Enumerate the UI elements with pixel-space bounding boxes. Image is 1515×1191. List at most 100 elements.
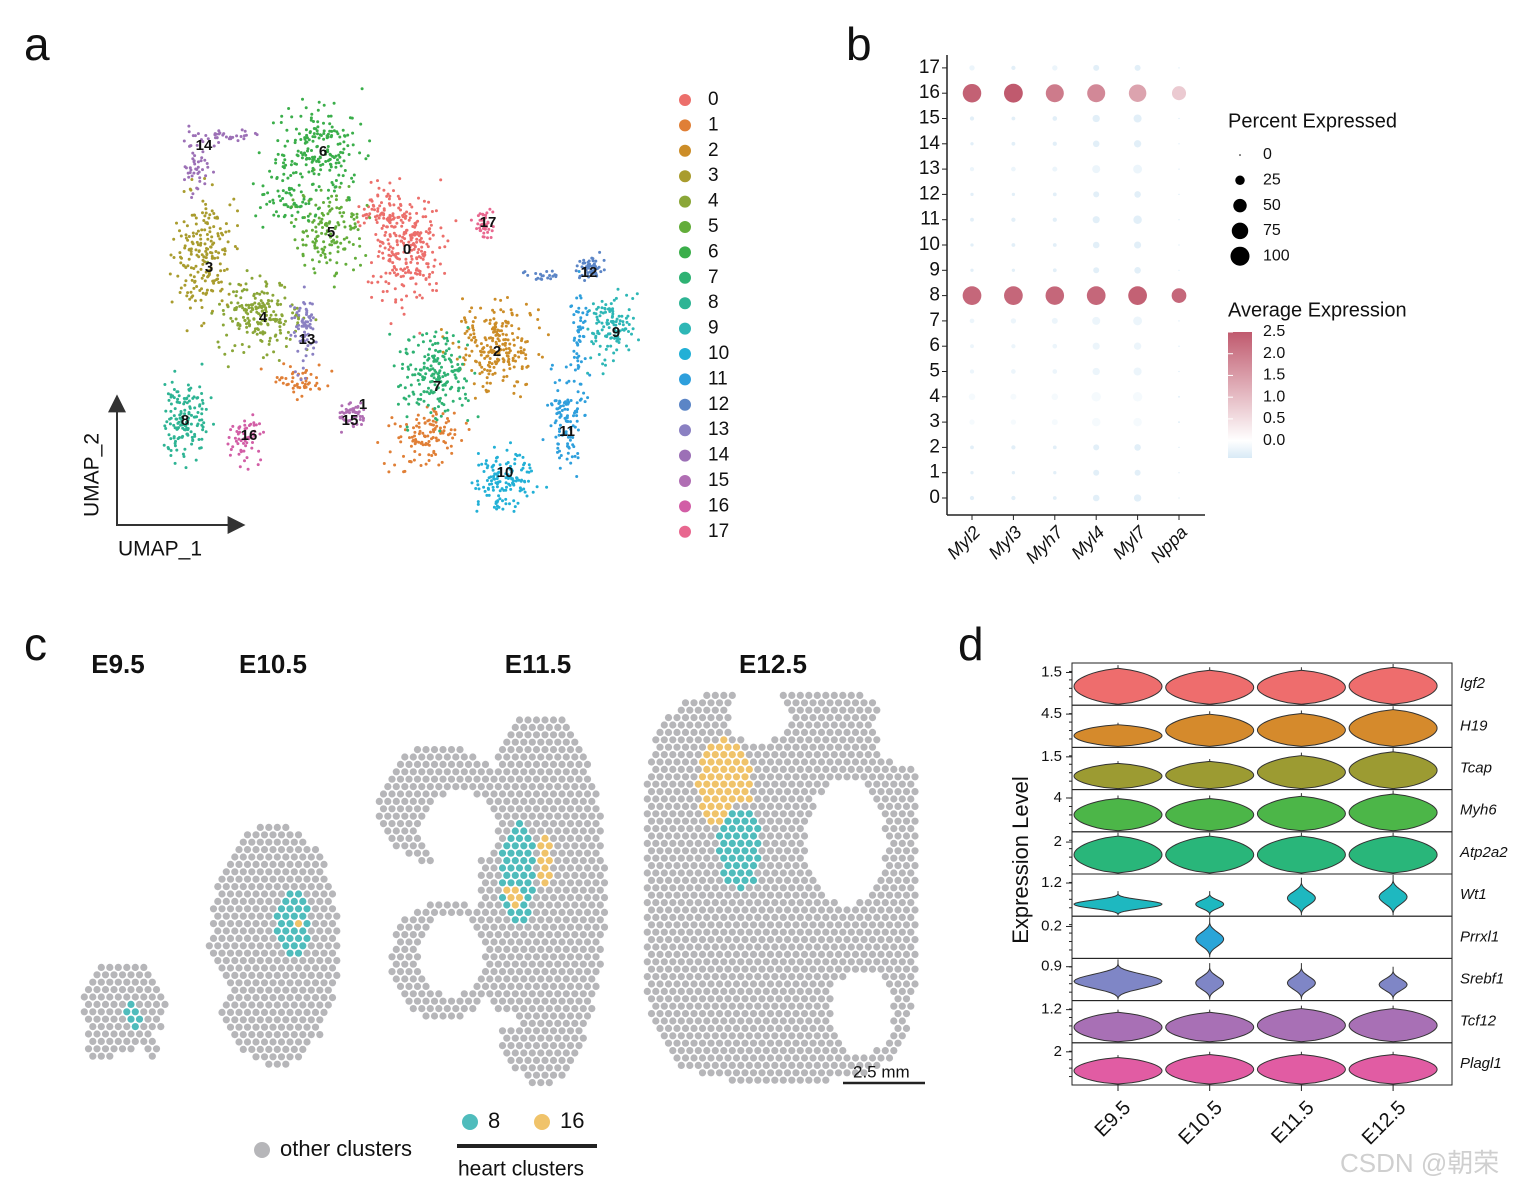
cell-point [599,310,603,314]
cell-point [194,222,198,226]
spot [248,1016,256,1024]
cell-point [299,190,303,194]
cell-point [271,121,275,125]
y-tick-label: 10 [919,234,940,255]
spot [732,832,741,840]
cell-point [505,448,509,452]
cell-point [324,152,327,156]
cell-point [263,331,267,335]
cell-point [247,424,251,427]
spot [405,805,413,813]
spot [524,820,532,828]
spot [405,923,413,931]
spot [775,758,783,766]
cell-point [504,481,508,485]
legend-dot [679,144,691,157]
spot [447,760,456,769]
cell-point [569,427,572,431]
cell-point [482,231,486,235]
spot [647,758,656,766]
colorbar-tick-label: 1.0 [1263,388,1285,405]
spot [422,1012,430,1020]
legend-dot [679,475,691,487]
cell-point [246,467,250,471]
cell-point [208,226,212,230]
spot [532,760,541,769]
cell-point [311,327,315,331]
spot [161,1000,169,1009]
spot [745,825,753,833]
spot [652,839,660,848]
spot [447,746,456,754]
spot [549,923,558,931]
spot [860,714,868,722]
spot [515,1056,524,1064]
spot [311,994,320,1002]
cell-point [185,396,189,400]
cell-point [485,381,489,385]
spot [520,975,528,983]
cell-point [419,236,423,240]
cell-point [458,368,462,372]
cell-point [441,412,445,416]
cluster-label: 0 [403,241,411,258]
spot [673,876,681,885]
cell-point [354,405,358,409]
cell-point [195,240,199,244]
spot [681,758,690,766]
cell-point [572,349,576,353]
cell-point [268,169,272,173]
spot [515,908,524,917]
spot [282,1016,290,1024]
spot [588,901,596,909]
spot [422,760,430,769]
colorbar-tick-label: 0.0 [1263,432,1285,449]
spot [839,736,847,744]
spot [248,868,256,876]
cell-point [413,373,417,377]
cell-point [245,308,249,312]
spot [541,938,549,946]
spot [656,832,664,840]
spot [290,883,298,891]
spot [392,783,400,791]
y-tick-label: 14 [919,133,941,154]
spot [579,975,587,983]
cell-point [334,154,338,158]
spot [422,805,430,813]
spot [566,760,575,769]
cell-point [398,424,402,428]
spot [724,817,732,825]
spot [248,838,256,846]
spot [256,971,264,980]
spot [226,920,235,928]
spot [643,810,651,818]
spot [690,802,698,811]
dot [1010,393,1017,400]
cell-point [579,316,583,320]
spot [328,890,337,898]
cell-point [405,265,409,269]
spot [779,765,787,774]
cell-point [440,401,444,405]
cell-point [443,352,447,356]
spot [524,938,532,946]
spot [669,913,677,922]
cell-point [226,240,230,244]
cell-point [301,153,305,157]
cell-point [399,440,403,444]
spot [307,957,315,965]
spot [388,953,396,961]
cell-point [385,289,389,293]
spot [762,751,770,759]
cell-point [554,419,558,423]
spot [477,901,485,909]
spot [222,1001,230,1009]
spot [541,879,549,887]
cell-point [224,230,228,234]
cell-point [281,179,285,183]
spot [596,857,604,865]
cell-point [267,342,271,346]
spot [566,923,575,931]
spot [822,913,830,922]
